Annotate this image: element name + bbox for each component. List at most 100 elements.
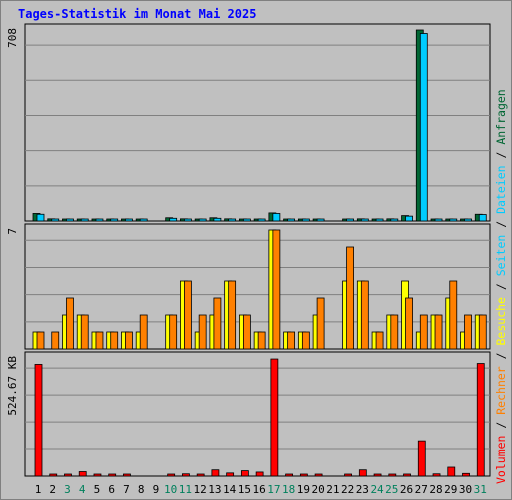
x-tick-label: 6 — [108, 483, 115, 496]
bar-dateien-day-1 — [36, 213, 45, 222]
bar-dateien-day-29 — [449, 218, 458, 222]
bar-volumen-day-22 — [344, 473, 352, 477]
bar-rechner-day-28 — [434, 314, 443, 350]
x-tick-label: 15 — [238, 483, 251, 496]
x-axis-labels: 1 2 3 4 5 6 7 8 9 10 11 12 13 14 15 16 17 18 19 20 21 22 23 24 2… — [35, 483, 487, 496]
bar-rechner-day-25 — [390, 314, 399, 350]
bar-rechner-day-31 — [478, 314, 487, 350]
bar-rechner-day-27 — [419, 314, 428, 350]
bar-dateien-day-2 — [51, 218, 60, 222]
x-tick-label: 23 — [356, 483, 369, 496]
bar-volumen-day-30 — [462, 472, 470, 477]
bar-rechner-day-3 — [66, 297, 74, 350]
bar-dateien-day-15 — [242, 218, 251, 222]
bar-volumen-day-7 — [123, 473, 131, 477]
bar-volumen-day-15 — [240, 470, 249, 477]
legend-separator: / — [494, 346, 508, 367]
panel-top: 708 — [6, 23, 491, 222]
bar-dateien-day-20 — [316, 218, 325, 222]
bar-rechner-day-30 — [464, 314, 472, 350]
bar-volumen-day-4 — [78, 471, 87, 477]
bar-dateien-day-27 — [419, 33, 428, 222]
x-tick-label: 26 — [400, 483, 413, 496]
bar-volumen-day-2 — [49, 473, 58, 477]
bar-dateien-day-7 — [125, 218, 133, 222]
y-axis-max-label: 708 — [6, 28, 19, 48]
bar-rechner-day-23 — [360, 280, 369, 350]
bar-rechner-day-20 — [316, 297, 325, 350]
bar-volumen-day-28 — [432, 473, 441, 477]
x-tick-label: 31 — [474, 483, 487, 496]
bar-dateien-day-8 — [139, 218, 148, 222]
legend-entry-volumen: Volumen — [494, 436, 508, 484]
legend-entry-dateien: Dateien — [494, 165, 508, 213]
bar-rechner-day-18 — [287, 331, 296, 350]
bar-volumen-day-1 — [34, 364, 43, 477]
x-tick-label: 11 — [179, 483, 192, 496]
bar-rechner-day-12 — [198, 314, 207, 350]
bar-dateien-day-6 — [110, 218, 119, 222]
legend-entry-anfragen: Anfragen — [494, 89, 508, 144]
bar-rechner-day-13 — [213, 297, 222, 350]
bar-dateien-day-22 — [346, 218, 354, 222]
x-tick-label: 5 — [94, 483, 101, 496]
bar-dateien-day-12 — [198, 218, 207, 222]
bar-rechner-day-5 — [95, 331, 104, 350]
bar-volumen-day-17 — [270, 358, 279, 477]
bar-volumen-day-5 — [93, 473, 102, 477]
bar-dateien-day-16 — [257, 218, 266, 222]
bar-rechner-day-10 — [169, 314, 178, 350]
x-tick-label: 4 — [79, 483, 86, 496]
bar-rechner-day-22 — [346, 246, 354, 350]
legend-entry-rechner: Rechner — [494, 366, 508, 415]
bar-rechner-day-15 — [242, 314, 251, 350]
legend-separator: / — [494, 214, 508, 235]
x-tick-label: 29 — [444, 483, 457, 496]
x-tick-label: 22 — [341, 483, 354, 496]
bar-volumen-day-27 — [417, 440, 426, 477]
x-tick-label: 21 — [326, 483, 339, 496]
bar-volumen-day-10 — [167, 473, 176, 477]
bar-dateien-day-26 — [405, 215, 413, 222]
chart-panels: 708 7 524.67 KB — [6, 23, 491, 477]
series-volumen — [34, 358, 485, 477]
bar-volumen-day-6 — [108, 473, 117, 477]
bar-volumen-day-14 — [226, 472, 235, 477]
bar-rechner-day-11 — [184, 280, 192, 350]
x-tick-label: 30 — [459, 483, 472, 496]
x-tick-label: 3 — [64, 483, 71, 496]
x-tick-label: 17 — [267, 483, 280, 496]
bar-rechner-day-4 — [80, 314, 89, 350]
bar-dateien-day-18 — [287, 218, 296, 222]
legend-separator: / — [494, 145, 508, 166]
bar-dateien-day-10 — [169, 217, 178, 222]
bar-dateien-day-24 — [375, 218, 384, 222]
legend-entry-besuche: Besuche — [494, 297, 508, 346]
x-tick-label: 2 — [49, 483, 56, 496]
bar-rechner-day-1 — [36, 331, 45, 350]
y-axis-max-label: 524.67 KB — [6, 356, 19, 416]
bar-dateien-day-28 — [434, 218, 443, 222]
bar-dateien-day-5 — [95, 218, 104, 222]
x-tick-label: 28 — [429, 483, 442, 496]
bar-volumen-day-26 — [403, 473, 411, 477]
x-tick-label: 8 — [138, 483, 145, 496]
x-tick-label: 13 — [208, 483, 221, 496]
bar-volumen-day-23 — [358, 469, 367, 477]
bar-dateien-day-13 — [213, 217, 222, 222]
bar-dateien-day-14 — [228, 218, 237, 222]
bar-volumen-day-20 — [314, 473, 323, 477]
bar-volumen-day-18 — [285, 473, 294, 477]
series-rechner — [36, 229, 487, 350]
legend: Volumen / Rechner / Besuche / Seiten / D… — [494, 89, 508, 484]
x-tick-label: 19 — [297, 483, 310, 496]
bar-dateien-day-4 — [80, 218, 89, 222]
bar-volumen-day-19 — [299, 473, 308, 477]
bar-volumen-day-3 — [64, 473, 72, 477]
x-tick-label: 24 — [370, 483, 384, 496]
bar-volumen-day-25 — [388, 473, 397, 477]
x-tick-label: 16 — [253, 483, 266, 496]
bar-rechner-day-8 — [139, 314, 148, 350]
bar-volumen-day-13 — [211, 469, 220, 477]
